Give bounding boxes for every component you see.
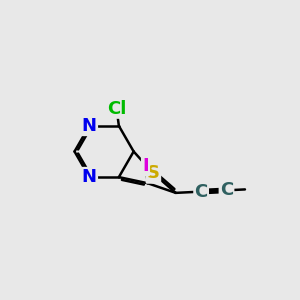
- Text: N: N: [82, 168, 97, 186]
- Text: Cl: Cl: [107, 100, 126, 118]
- Text: C: C: [220, 181, 233, 199]
- Text: C: C: [194, 183, 208, 201]
- Text: S: S: [147, 164, 160, 182]
- Text: I: I: [142, 157, 149, 175]
- Text: N: N: [82, 117, 97, 135]
